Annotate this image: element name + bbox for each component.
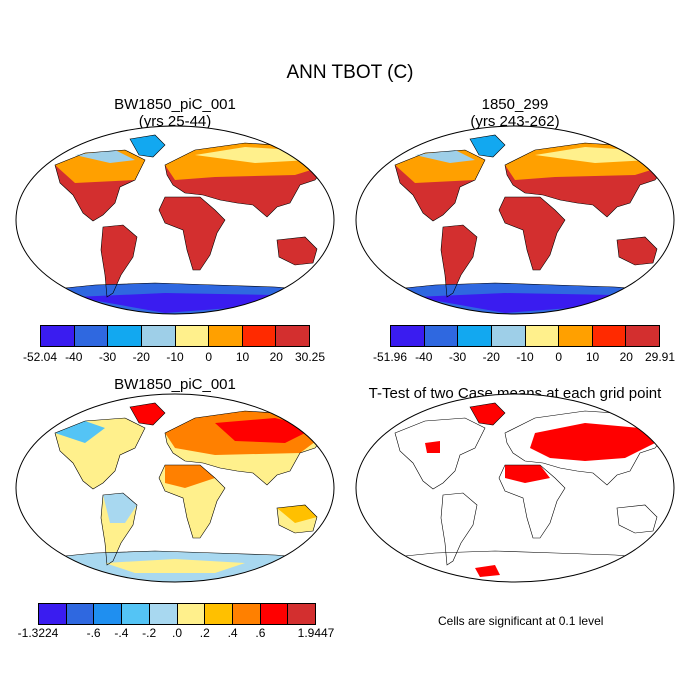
colorbar-tick-label: -.2 bbox=[142, 626, 157, 640]
colorbar-tick-label: -40 bbox=[65, 350, 83, 364]
colorbar-swatch bbox=[39, 604, 67, 624]
panel-4-map bbox=[355, 393, 675, 583]
colorbar-tick-label: -30 bbox=[98, 350, 117, 364]
colorbar-swatch bbox=[242, 326, 277, 346]
colorbar-swatch bbox=[260, 604, 289, 624]
colorbar-tick-label: 1.9447 bbox=[297, 626, 335, 640]
colorbar-swatch bbox=[276, 326, 309, 346]
panel-3-title-line1: BW1850_piC_001 bbox=[114, 376, 236, 393]
colorbar-swatch bbox=[108, 326, 142, 346]
panel-1-map bbox=[15, 125, 335, 315]
colorbar-tick-label: -51.96 bbox=[372, 350, 408, 364]
panel-1-title-line1: BW1850_piC_001 bbox=[114, 96, 236, 113]
colorbar-swatch bbox=[177, 604, 206, 624]
colorbar-swatch bbox=[525, 326, 560, 346]
colorbar-swatch bbox=[122, 604, 150, 624]
colorbar-swatch bbox=[175, 326, 210, 346]
panel-1-colorbar-labels: -52.04 -40 -30 -20 -10 0 10 20 30.25 bbox=[23, 350, 325, 364]
panel-3-map bbox=[15, 393, 335, 583]
colorbar-swatch bbox=[141, 326, 176, 346]
colorbar-tick-label: 10 bbox=[235, 350, 250, 364]
colorbar-tick-label: -10 bbox=[166, 350, 184, 364]
colorbar-swatch bbox=[41, 326, 75, 346]
colorbar-tick-label: -20 bbox=[132, 350, 150, 364]
colorbar-tick-label: 0 bbox=[205, 350, 213, 364]
panel-2-title-line2: (yrs 243-262) bbox=[470, 113, 560, 130]
colorbar-tick-label: -30 bbox=[448, 350, 467, 364]
colorbar-tick-label: 0 bbox=[555, 350, 563, 364]
colorbar-swatch bbox=[592, 326, 627, 346]
colorbar-tick-label: 10 bbox=[585, 350, 600, 364]
colorbar-swatch bbox=[66, 604, 95, 624]
colorbar-tick-label: -40 bbox=[415, 350, 433, 364]
colorbar-tick-label: -20 bbox=[482, 350, 500, 364]
colorbar-tick-label: -.6 bbox=[86, 626, 101, 640]
colorbar-tick-label: 30.25 bbox=[294, 350, 326, 364]
colorbar-tick-label: -.4 bbox=[114, 626, 129, 640]
colorbar-swatch bbox=[491, 326, 526, 346]
colorbar-tick-label: -1.3224 bbox=[17, 626, 59, 640]
colorbar-swatch bbox=[424, 326, 459, 346]
colorbar-swatch bbox=[559, 326, 593, 346]
panel-2-title: 1850_299 (yrs 243-262) bbox=[355, 96, 675, 130]
panel-1-title-line2: (yrs 25-44) bbox=[138, 113, 212, 130]
panel-2-title-line1: 1850_299 bbox=[481, 96, 549, 113]
panel-1-title: BW1850_piC_001 (yrs 25-44) bbox=[15, 96, 335, 130]
colorbar-swatch bbox=[288, 604, 316, 624]
colorbar-tick-label: 20 bbox=[619, 350, 633, 364]
panel-3-colorbar bbox=[38, 603, 316, 625]
figure-title: ANN TBOT (C) bbox=[286, 62, 414, 83]
panel-2-map bbox=[355, 125, 675, 315]
colorbar-swatch bbox=[391, 326, 425, 346]
colorbar-tick-label: 29.91 bbox=[644, 350, 676, 364]
colorbar-tick-label: .2 bbox=[199, 626, 210, 640]
colorbar-swatch bbox=[458, 326, 492, 346]
colorbar-swatch bbox=[232, 604, 261, 624]
colorbar-swatch bbox=[74, 326, 109, 346]
panel-2-colorbar bbox=[390, 325, 660, 347]
panel-4-significance-note: Cells are significant at 0.1 level bbox=[438, 614, 604, 628]
colorbar-swatch bbox=[94, 604, 123, 624]
panel-2-colorbar-labels: -51.96 -40 -30 -20 -10 0 10 20 29.91 bbox=[373, 350, 675, 364]
panel-1-colorbar bbox=[40, 325, 310, 347]
colorbar-tick-label: -52.04 bbox=[22, 350, 58, 364]
colorbar-swatch bbox=[626, 326, 659, 346]
colorbar-swatch bbox=[209, 326, 243, 346]
colorbar-swatch bbox=[205, 604, 233, 624]
colorbar-swatch bbox=[149, 604, 178, 624]
colorbar-tick-label: 20 bbox=[269, 350, 283, 364]
colorbar-tick-label: .4 bbox=[227, 626, 238, 640]
colorbar-tick-label: -10 bbox=[516, 350, 534, 364]
colorbar-tick-label: .6 bbox=[255, 626, 266, 640]
colorbar-tick-label: .0 bbox=[171, 626, 183, 640]
panel-3-colorbar-labels: -1.3224 -.6 -.4 -.2 .0 .2 .4 .6 1.9447 bbox=[18, 626, 335, 640]
